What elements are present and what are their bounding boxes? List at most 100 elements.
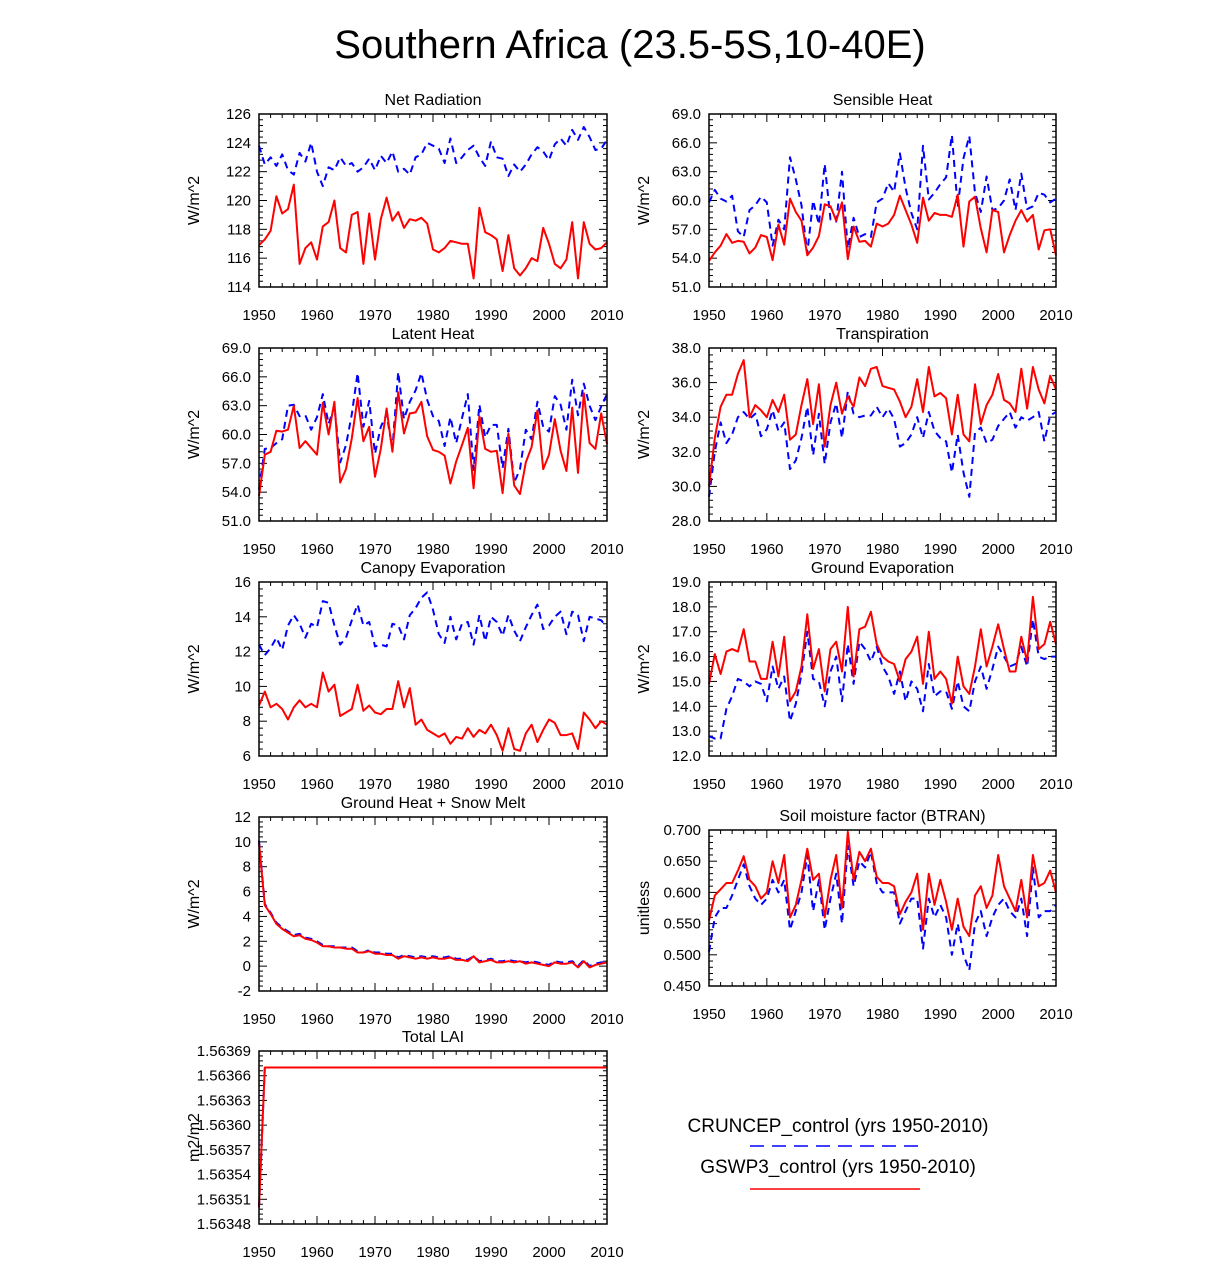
panel-title-ground-heat-snow-melt: Ground Heat + Snow Melt: [341, 795, 526, 812]
y-tick-label: 57.0: [672, 221, 701, 238]
x-tick-label: 1970: [358, 776, 391, 793]
x-tick-label: 2010: [1039, 1006, 1072, 1023]
plot-frame-net-radiation: [258, 113, 608, 288]
y-tick-label: 69.0: [222, 340, 251, 357]
series-line-gswp3-control-latent-heat: [258, 391, 608, 497]
panel-transpiration: Transpiration W/m^2 1950 1960 1970 1980 1990 20…: [636, 326, 1073, 558]
y-ticks-total-lai: 1.56348 1.56351 1.56354 1.56357 1.56360 1.563…: [197, 1043, 607, 1233]
panel-sensible-heat: Sensible Heat W/m^2 1950 1960 1970 1980 1990 20…: [636, 92, 1073, 324]
y-tick-label: 12: [234, 644, 251, 661]
series-line-cruncep-control-total-lai: [258, 1066, 607, 1208]
y-tick-label: 63.0: [672, 164, 701, 181]
series-line-gswp3-control-canopy-evaporation: [258, 671, 608, 752]
x-tick-label: 1960: [750, 307, 783, 324]
x-tick-label: 1960: [300, 307, 333, 324]
y-tick-label: 16.0: [672, 649, 701, 666]
y-axis-label-ground-evaporation: W/m^2: [636, 644, 653, 693]
y-tick-label: 1.56369: [197, 1043, 251, 1060]
plot-frame-ground-evaporation: [708, 581, 1057, 757]
x-tick-label: 1970: [808, 776, 841, 793]
y-tick-label: 60.0: [672, 193, 701, 210]
y-tick-label: 12.0: [672, 748, 701, 765]
y-tick-label: 54.0: [672, 250, 701, 267]
x-tick-label: 1950: [242, 541, 275, 558]
y-tick-label: 51.0: [672, 279, 701, 296]
y-tick-label: 0.500: [663, 947, 701, 964]
y-tick-label: 6: [243, 884, 251, 901]
y-tick-label: 0.450: [663, 978, 701, 995]
panel-title-transpiration: Transpiration: [836, 326, 929, 343]
y-tick-label: 1.56351: [197, 1191, 251, 1208]
x-tick-label: 2000: [981, 776, 1014, 793]
x-ticks-net-radiation: 1950 1960 1970 1980 1990 2000 2010: [242, 114, 624, 324]
y-tick-label: 1.56366: [197, 1068, 251, 1085]
y-tick-label: 30.0: [672, 478, 701, 495]
y-tick-label: 8: [243, 713, 251, 730]
y-tick-label: 2: [243, 933, 251, 950]
y-tick-label: 114: [227, 279, 251, 296]
y-tick-label: 1.56354: [197, 1167, 251, 1184]
x-tick-label: 1950: [692, 307, 725, 324]
y-tick-label: 10: [234, 834, 251, 851]
x-tick-label: 1990: [474, 307, 507, 324]
x-tick-label: 1980: [416, 776, 449, 793]
x-tick-label: 1990: [474, 1011, 507, 1028]
y-tick-label: 118: [227, 221, 251, 238]
x-tick-label: 1970: [808, 307, 841, 324]
x-tick-label: 2010: [590, 1011, 623, 1028]
x-tick-label: 1960: [300, 1244, 333, 1259]
y-tick-label: 69.0: [672, 106, 701, 123]
x-tick-label: 1970: [358, 307, 391, 324]
y-tick-label: 14: [234, 609, 251, 626]
x-tick-label: 2010: [1039, 776, 1072, 793]
y-axis-label-ground-heat-snow-melt: W/m^2: [186, 879, 203, 928]
x-tick-label: 1990: [924, 776, 957, 793]
panel-ground-heat-snow-melt: Ground Heat + Snow Melt W/m^2 1950 1960 1970…: [186, 795, 624, 1028]
x-tick-label: 1980: [866, 1006, 899, 1023]
series-line-cruncep-control-soil-moisture-factor-btran: [708, 844, 1057, 972]
plot-frame-soil-moisture-factor-btran: [708, 829, 1057, 987]
series-line-gswp3-control-sensible-heat: [708, 193, 1057, 262]
x-tick-label: 1980: [416, 541, 449, 558]
y-tick-label: 0: [243, 958, 251, 975]
y-ticks-latent-heat: 51.0 54.0 57.0 60.0 63.0 66.0 69.0: [222, 340, 607, 530]
y-ticks-sensible-heat: 51.0 54.0 57.0 60.0 63.0 66.0 69.0: [672, 106, 1056, 296]
y-axis-label-sensible-heat: W/m^2: [636, 176, 653, 225]
x-tick-label: 1990: [924, 307, 957, 324]
x-tick-label: 1950: [242, 776, 275, 793]
y-tick-label: 66.0: [672, 135, 701, 152]
y-tick-label: 16: [234, 574, 251, 591]
y-axis-label-transpiration: W/m^2: [636, 410, 653, 459]
y-axis-label-soil-moisture-factor-btran: unitless: [636, 881, 653, 935]
y-axis-label-canopy-evaporation: W/m^2: [186, 644, 203, 693]
y-tick-label: 0.550: [663, 916, 701, 933]
x-tick-label: 2000: [532, 1011, 565, 1028]
x-ticks-ground-evaporation: 1950 1960 1970 1980 1990 2000 2010: [692, 582, 1073, 793]
y-tick-label: 38.0: [672, 340, 701, 357]
plot-frame-canopy-evaporation: [258, 581, 608, 757]
x-tick-label: 2000: [981, 1006, 1014, 1023]
plot-frame-sensible-heat: [708, 113, 1057, 288]
x-tick-label: 1950: [692, 1006, 725, 1023]
y-tick-label: 34.0: [672, 409, 701, 426]
y-axis-label-latent-heat: W/m^2: [186, 410, 203, 459]
y-tick-label: 66.0: [222, 369, 251, 386]
x-tick-label: 1960: [300, 776, 333, 793]
y-axis-label-net-radiation: W/m^2: [186, 176, 203, 225]
series-line-gswp3-control-ground-heat-snow-melt: [258, 843, 608, 969]
x-tick-label: 1950: [692, 541, 725, 558]
x-tick-label: 1980: [866, 307, 899, 324]
x-tick-label: 1980: [416, 307, 449, 324]
series-line-gswp3-control-transpiration: [708, 359, 1057, 487]
x-tick-label: 2000: [981, 307, 1014, 324]
y-tick-label: 122: [226, 164, 251, 181]
y-tick-label: 32.0: [672, 444, 701, 461]
y-tick-label: 126: [226, 106, 251, 123]
x-tick-label: 2000: [981, 541, 1014, 558]
x-tick-label: 1960: [750, 776, 783, 793]
y-tick-label: 0.700: [663, 822, 701, 839]
y-tick-label: 0.600: [663, 884, 701, 901]
x-tick-label: 1970: [358, 1011, 391, 1028]
